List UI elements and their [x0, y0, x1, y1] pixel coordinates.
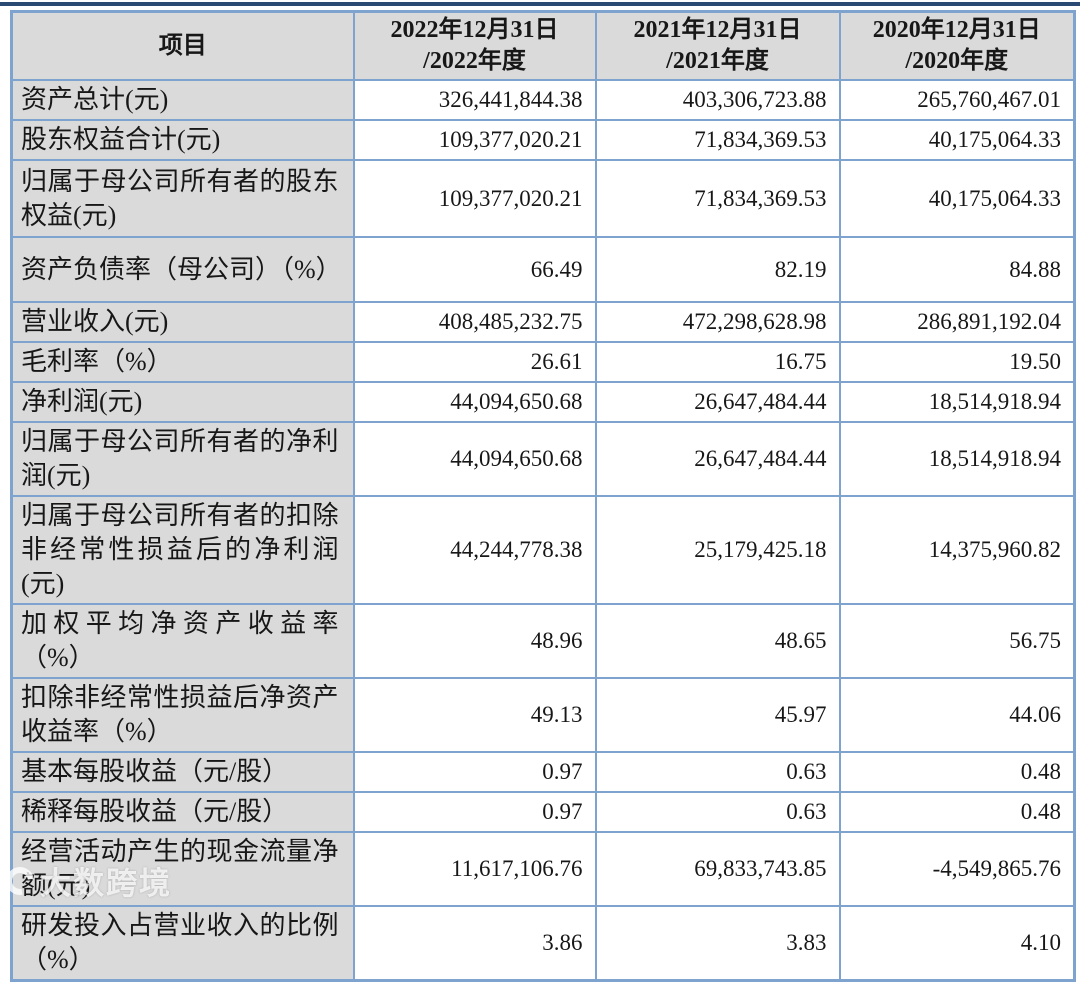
row-label-rnd-ratio: 研发投入占营业收入的比例（%）: [10, 905, 355, 982]
value-cell: 408,485,232.75: [352, 301, 597, 343]
row-label-gross-margin: 毛利率（%）: [10, 341, 355, 383]
table-row: 毛利率（%） 26.61 16.75 19.50: [10, 341, 1076, 383]
table-row: 归属于母公司所有者的股东权益(元) 109,377,020.21 71,834,…: [10, 159, 1076, 238]
value-cell: 472,298,628.98: [594, 301, 841, 343]
value-cell: 286,891,192.04: [838, 301, 1076, 343]
column-header-2022: 2022年12月31日 /2022年度: [352, 10, 597, 81]
row-label-total-equity: 股东权益合计(元): [10, 119, 355, 161]
value-cell: 71,834,369.53: [594, 119, 841, 161]
value-cell: -4,549,865.76: [838, 831, 1076, 907]
value-cell: 45.97: [594, 677, 841, 753]
row-label-debt-ratio: 资产负债率（母公司）（%）: [10, 236, 355, 303]
value-cell: 109,377,020.21: [352, 119, 597, 161]
value-cell: 44,094,650.68: [352, 421, 597, 497]
table-header-row: 项目 2022年12月31日 /2022年度 2021年12月31日 /2021…: [10, 10, 1076, 81]
table-row: 经营活动产生的现金流量净额(元) 11,617,106.76 69,833,74…: [10, 831, 1076, 907]
row-label-basic-eps: 基本每股收益（元/股）: [10, 751, 355, 793]
value-cell: 0.97: [352, 791, 597, 833]
row-label-operating-cash-flow: 经营活动产生的现金流量净额(元): [10, 831, 355, 907]
column-header-2020: 2020年12月31日 /2020年度: [838, 10, 1076, 81]
table-row: 归属于母公司所有者的净利润(元) 44,094,650.68 26,647,48…: [10, 421, 1076, 497]
row-label-revenue: 营业收入(元): [10, 301, 355, 343]
value-cell: 40,175,064.33: [838, 159, 1076, 238]
table-row: 净利润(元) 44,094,650.68 26,647,484.44 18,51…: [10, 381, 1076, 423]
value-cell: 4.10: [838, 905, 1076, 982]
row-label-net-profit-deducted: 归属于母公司所有者的扣除非经常性损益后的净利润(元): [10, 495, 355, 605]
value-cell: 0.48: [838, 751, 1076, 793]
value-cell: 25,179,425.18: [594, 495, 841, 605]
column-header-item: 项目: [10, 10, 355, 81]
table-row: 稀释每股收益（元/股） 0.97 0.63 0.48: [10, 791, 1076, 833]
value-cell: 3.86: [352, 905, 597, 982]
row-label-deducted-roe: 扣除非经常性损益后净资产收益率（%）: [10, 677, 355, 753]
value-cell: 0.97: [352, 751, 597, 793]
value-cell: 19.50: [838, 341, 1076, 383]
value-cell: 48.65: [594, 603, 841, 679]
value-cell: 326,441,844.38: [352, 79, 597, 121]
table-row: 股东权益合计(元) 109,377,020.21 71,834,369.53 4…: [10, 119, 1076, 161]
row-label-net-profit-parent: 归属于母公司所有者的净利润(元): [10, 421, 355, 497]
table-row: 扣除非经常性损益后净资产收益率（%） 49.13 45.97 44.06: [10, 677, 1076, 753]
value-cell: 403,306,723.88: [594, 79, 841, 121]
row-label-total-assets: 资产总计(元): [10, 79, 355, 121]
value-cell: 18,514,918.94: [838, 421, 1076, 497]
value-cell: 44.06: [838, 677, 1076, 753]
value-cell: 26.61: [352, 341, 597, 383]
value-cell: 11,617,106.76: [352, 831, 597, 907]
value-cell: 14,375,960.82: [838, 495, 1076, 605]
table-row: 资产负债率（母公司）（%） 66.49 82.19 84.88: [10, 236, 1076, 303]
row-label-net-profit: 净利润(元): [10, 381, 355, 423]
value-cell: 18,514,918.94: [838, 381, 1076, 423]
value-cell: 71,834,369.53: [594, 159, 841, 238]
financial-summary-table: 项目 2022年12月31日 /2022年度 2021年12月31日 /2021…: [10, 10, 1076, 982]
value-cell: 40,175,064.33: [838, 119, 1076, 161]
row-label-diluted-eps: 稀释每股收益（元/股）: [10, 791, 355, 833]
value-cell: 48.96: [352, 603, 597, 679]
value-cell: 109,377,020.21: [352, 159, 597, 238]
value-cell: 0.63: [594, 791, 841, 833]
value-cell: 69,833,743.85: [594, 831, 841, 907]
value-cell: 0.48: [838, 791, 1076, 833]
row-label-equity-parent: 归属于母公司所有者的股东权益(元): [10, 159, 355, 238]
value-cell: 66.49: [352, 236, 597, 303]
value-cell: 49.13: [352, 677, 597, 753]
top-divider-rule: [0, 2, 1080, 6]
value-cell: 26,647,484.44: [594, 381, 841, 423]
value-cell: 0.63: [594, 751, 841, 793]
column-header-2021: 2021年12月31日 /2021年度: [594, 10, 841, 81]
value-cell: 26,647,484.44: [594, 421, 841, 497]
table-row: 资产总计(元) 326,441,844.38 403,306,723.88 26…: [10, 79, 1076, 121]
value-cell: 265,760,467.01: [838, 79, 1076, 121]
table-row: 加权平均净资产收益率（%） 48.96 48.65 56.75: [10, 603, 1076, 679]
value-cell: 44,094,650.68: [352, 381, 597, 423]
value-cell: 82.19: [594, 236, 841, 303]
table-row: 研发投入占营业收入的比例（%） 3.86 3.83 4.10: [10, 905, 1076, 982]
table-row: 营业收入(元) 408,485,232.75 472,298,628.98 28…: [10, 301, 1076, 343]
table-row: 基本每股收益（元/股） 0.97 0.63 0.48: [10, 751, 1076, 793]
table-row: 归属于母公司所有者的扣除非经常性损益后的净利润(元) 44,244,778.38…: [10, 495, 1076, 605]
row-label-weighted-roe: 加权平均净资产收益率（%）: [10, 603, 355, 679]
value-cell: 16.75: [594, 341, 841, 383]
value-cell: 44,244,778.38: [352, 495, 597, 605]
value-cell: 84.88: [838, 236, 1076, 303]
value-cell: 56.75: [838, 603, 1076, 679]
value-cell: 3.83: [594, 905, 841, 982]
